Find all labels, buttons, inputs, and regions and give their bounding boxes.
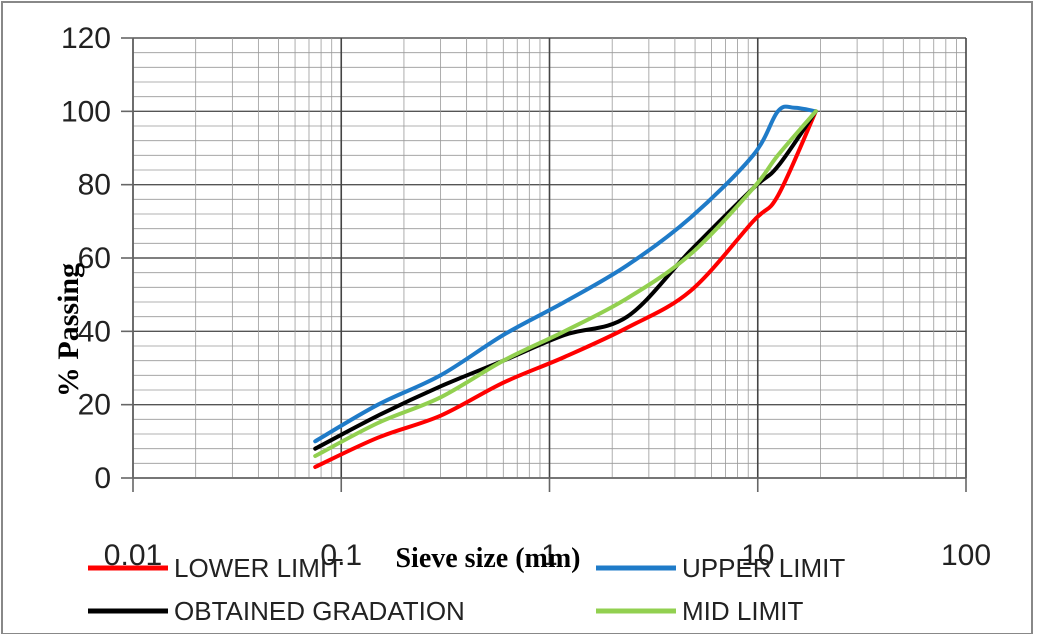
axes	[121, 37, 967, 492]
y-tick-label: 0	[94, 462, 111, 495]
legend-label-obtained-gradation: OBTAINED GRADATION	[174, 596, 465, 626]
legend: LOWER LIMIT UPPER LIMIT OBTAINED GRADATION…	[88, 553, 845, 626]
x-tick-label: 10	[741, 539, 774, 572]
series-line-upper-limit	[313, 104, 818, 444]
grid-lines	[132, 37, 967, 479]
x-tick-label: 1	[541, 539, 558, 572]
legend-label-mid-limit: MID LIMIT	[682, 596, 803, 626]
y-tick-label: 100	[61, 95, 111, 128]
legend-label-lower-limit: LOWER LIMIT	[174, 553, 343, 583]
y-tick-label: 60	[78, 242, 111, 275]
x-tick-label: 100	[941, 539, 991, 572]
series-line-obtained-gradation	[313, 109, 818, 451]
y-tick-label: 20	[78, 389, 111, 422]
y-axis-title: % Passing	[52, 263, 85, 397]
legend-label-upper-limit: UPPER LIMIT	[682, 553, 845, 583]
series-line-mid-limit	[313, 109, 818, 458]
y-tick-label: 40	[78, 315, 111, 348]
data-series	[313, 104, 818, 469]
y-tick-label: 120	[61, 22, 111, 55]
y-tick-label: 80	[78, 169, 111, 202]
x-tick-label: 0.1	[320, 539, 362, 572]
x-axis-title: Sieve size (mm)	[395, 543, 580, 574]
series-line-lower-limit	[313, 109, 818, 469]
